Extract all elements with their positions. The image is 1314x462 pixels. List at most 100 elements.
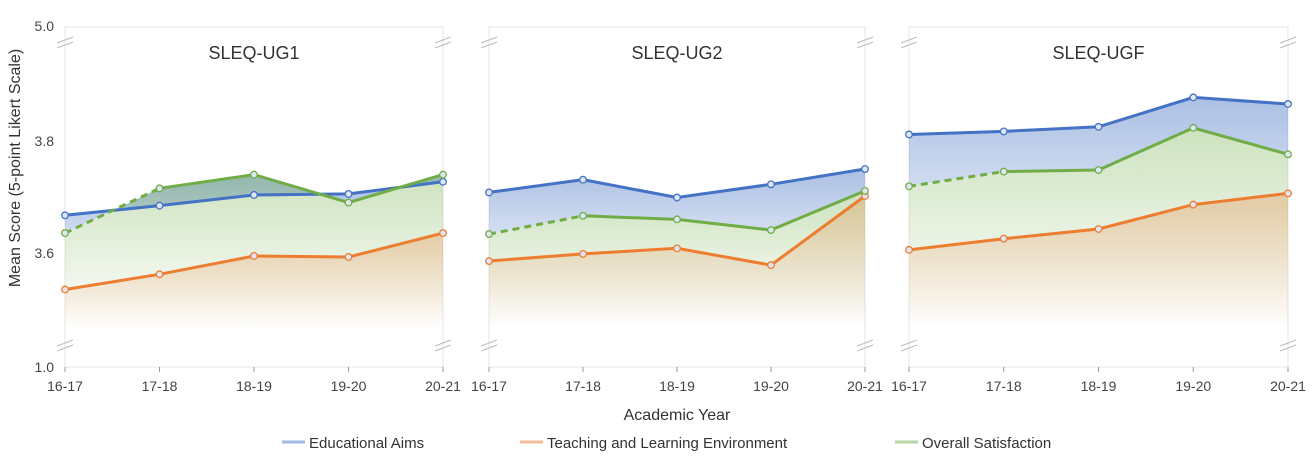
panel-title: SLEQ-UG1 xyxy=(208,43,299,63)
point-teaching-and-learning-environment xyxy=(485,257,493,265)
point-teaching-and-learning-environment xyxy=(1094,225,1103,233)
axis-break-mark xyxy=(900,339,918,347)
axis-break-mark xyxy=(856,339,874,347)
panel-1: SLEQ-UG1 16-17 17-18 18-19 19-20 20-21 xyxy=(47,26,461,394)
x-tick-label: 16-17 xyxy=(47,378,83,394)
axis-break-mark xyxy=(1279,41,1297,49)
panel-title: SLEQ-UG2 xyxy=(631,43,722,63)
point-educational-aims xyxy=(579,175,587,184)
axis-break-mark xyxy=(480,36,498,44)
point-teaching-and-learning-environment xyxy=(999,234,1008,243)
x-tick-label: 17-18 xyxy=(142,378,178,394)
axis-break-mark xyxy=(856,41,874,49)
point-overall-satisfaction xyxy=(1284,150,1292,159)
axis-break-mark xyxy=(480,339,498,347)
legend-label: Educational Aims xyxy=(309,435,424,452)
line-overall-satisfaction xyxy=(1003,126,1289,174)
axis-break-mark xyxy=(900,344,918,352)
point-educational-aims xyxy=(673,193,681,202)
x-tick-label: 17-18 xyxy=(986,378,1022,394)
point-educational-aims xyxy=(250,191,258,199)
line-overall-satisfaction-dashed xyxy=(908,170,1004,188)
x-tick-label: 20-21 xyxy=(847,378,883,394)
y-tick-label: 3.8 xyxy=(35,133,55,149)
point-overall-satisfaction xyxy=(250,170,258,179)
axis-break-mark xyxy=(434,41,452,49)
point-overall-satisfaction xyxy=(1094,166,1103,174)
point-educational-aims xyxy=(344,189,353,198)
axis-break-mark xyxy=(856,36,874,44)
point-teaching-and-learning-environment xyxy=(250,252,258,260)
point-teaching-and-learning-environment xyxy=(155,270,164,279)
axis-break-mark xyxy=(56,41,74,49)
x-tick-label: 20-21 xyxy=(1270,378,1306,394)
axis-break-mark xyxy=(434,36,452,44)
area-educational-aims xyxy=(909,97,1288,187)
point-educational-aims xyxy=(439,177,447,186)
point-teaching-and-learning-environment xyxy=(579,249,587,258)
panel-title: SLEQ-UGF xyxy=(1052,43,1144,63)
line-overall-satisfaction-dashed xyxy=(488,214,584,236)
line-overall-satisfaction-dashed xyxy=(64,186,161,235)
panel-3: SLEQ-UGF 16-17 17-18 18-19 19-20 20-21 xyxy=(891,26,1306,394)
y-tick-label: 3.6 xyxy=(35,245,55,261)
point-educational-aims xyxy=(905,130,913,139)
point-teaching-and-learning-environment xyxy=(344,253,353,261)
axis-break-mark xyxy=(1279,36,1297,44)
point-overall-satisfaction xyxy=(767,226,775,234)
point-educational-aims xyxy=(155,201,164,210)
axis-break-mark xyxy=(480,344,498,352)
axis-break-mark xyxy=(900,36,918,44)
axis-break-mark xyxy=(1279,339,1297,347)
point-educational-aims xyxy=(1284,100,1292,108)
x-tick-label: 19-20 xyxy=(753,378,789,394)
x-tick-label: 20-21 xyxy=(425,378,461,394)
point-overall-satisfaction xyxy=(344,198,353,207)
legend: Educational Aims Teaching and Learning En… xyxy=(282,435,1051,452)
point-overall-satisfaction xyxy=(439,170,447,179)
axis-break-mark xyxy=(56,36,74,44)
point-teaching-and-learning-environment xyxy=(61,285,69,294)
axis-break-mark xyxy=(480,41,498,49)
x-tick-label: 19-20 xyxy=(331,378,367,394)
legend-label: Overall Satisfaction xyxy=(922,435,1051,452)
x-axis-title: Academic Year xyxy=(624,407,731,424)
point-educational-aims xyxy=(1094,122,1103,131)
x-tick-label: 16-17 xyxy=(891,378,927,394)
point-teaching-and-learning-environment xyxy=(905,245,913,254)
x-tick-label: 18-19 xyxy=(659,378,695,394)
axis-break-mark xyxy=(1279,344,1297,352)
point-teaching-and-learning-environment xyxy=(1189,200,1198,209)
area-teaching-learning xyxy=(489,196,865,330)
x-tick-label: 16-17 xyxy=(471,378,507,394)
point-educational-aims xyxy=(485,188,493,197)
point-educational-aims xyxy=(1189,93,1198,102)
axis-break-mark xyxy=(856,344,874,352)
line-overall-satisfaction xyxy=(582,189,866,232)
line-overall-satisfaction xyxy=(159,173,444,205)
point-overall-satisfaction xyxy=(155,184,164,193)
point-educational-aims xyxy=(999,127,1008,136)
point-teaching-and-learning-environment xyxy=(767,261,775,270)
axis-break-mark xyxy=(56,344,74,352)
point-overall-satisfaction xyxy=(861,186,869,195)
panels: SLEQ-UG1 16-17 17-18 18-19 19-20 20-21 SLEQ-UG… xyxy=(47,26,1306,394)
point-overall-satisfaction xyxy=(673,215,681,224)
y-tick-label: 1.0 xyxy=(35,359,55,375)
point-overall-satisfaction xyxy=(485,230,493,239)
axis-break-mark xyxy=(434,339,452,347)
point-educational-aims xyxy=(767,180,775,189)
axis-break-mark xyxy=(434,344,452,352)
area-teaching-learning xyxy=(909,193,1288,330)
point-teaching-and-learning-environment xyxy=(1284,189,1292,198)
point-overall-satisfaction xyxy=(999,167,1008,176)
point-teaching-and-learning-environment xyxy=(439,229,447,238)
point-overall-satisfaction xyxy=(579,211,587,220)
point-overall-satisfaction xyxy=(1189,123,1198,132)
axis-break-mark xyxy=(900,41,918,49)
point-educational-aims xyxy=(61,211,69,220)
x-tick-label: 18-19 xyxy=(1081,378,1117,394)
point-teaching-and-learning-environment xyxy=(673,244,681,253)
point-educational-aims xyxy=(861,165,869,173)
